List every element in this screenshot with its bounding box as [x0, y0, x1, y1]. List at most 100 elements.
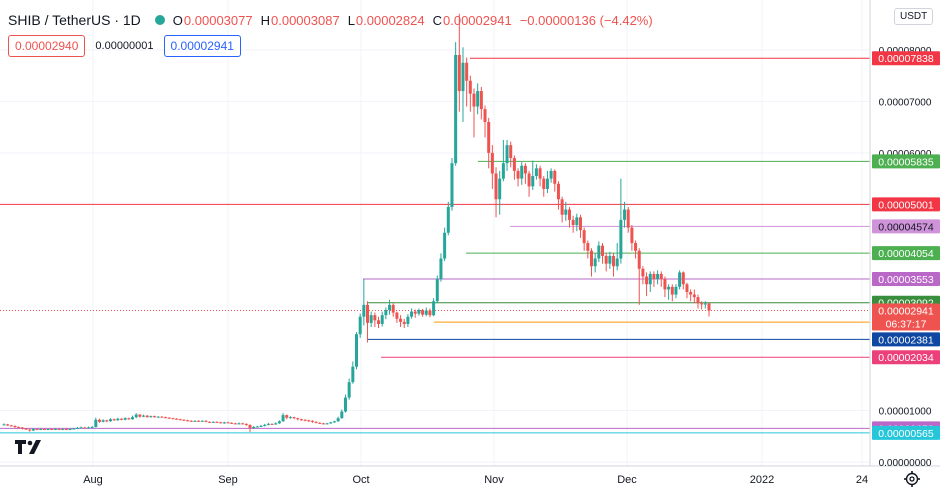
- candle: [94, 417, 98, 428]
- time-tick-label: 2022: [750, 474, 774, 486]
- price-level-label: 0.00002381: [872, 332, 940, 347]
- candle: [116, 417, 120, 421]
- candle: [292, 416, 296, 420]
- candle: [373, 312, 377, 328]
- candle: [259, 424, 263, 427]
- candle: [149, 415, 153, 418]
- candle: [391, 303, 395, 317]
- candle: [321, 422, 325, 425]
- candle: [57, 428, 61, 431]
- time-tick-label: 24: [856, 474, 868, 486]
- candle: [571, 215, 575, 233]
- candle: [142, 414, 146, 418]
- candle: [457, 13, 461, 112]
- candle: [160, 416, 164, 418]
- price-level-label: 0.00003553: [872, 271, 940, 286]
- candle: [222, 421, 226, 424]
- candle: [597, 241, 601, 263]
- candle: [556, 181, 560, 210]
- candle: [219, 421, 223, 424]
- candle: [623, 201, 627, 228]
- buy-button[interactable]: 0.00002941: [163, 35, 241, 57]
- candle: [252, 425, 256, 430]
- candle: [545, 170, 549, 194]
- candle: [501, 140, 505, 182]
- candle: [703, 301, 707, 309]
- candle: [189, 420, 193, 422]
- candle: [586, 240, 590, 259]
- price-level-label: 0.00005001: [872, 197, 940, 212]
- candle: [112, 418, 116, 421]
- candle: [241, 422, 245, 425]
- tradingview-logo-icon[interactable]: [14, 438, 44, 456]
- candle: [641, 266, 645, 285]
- candle: [575, 213, 579, 232]
- candle: [343, 394, 347, 413]
- candle: [538, 165, 542, 187]
- time-axis-ticks[interactable]: Aug Sep Oct Nov Dec 2022 24: [83, 474, 868, 486]
- candle: [648, 271, 652, 292]
- candle: [439, 253, 443, 282]
- candle: [542, 176, 546, 197]
- candle: [645, 272, 649, 297]
- trade-panel: 0.00002940 0.00000001 0.00002941: [8, 35, 241, 57]
- candle: [406, 314, 410, 328]
- candle: [17, 426, 21, 429]
- candle: [366, 301, 370, 343]
- candle: [523, 163, 527, 184]
- candle: [410, 308, 414, 319]
- svg-text:0.00002034: 0.00002034: [878, 352, 934, 364]
- candle: [248, 424, 252, 433]
- settings-gear-icon[interactable]: [904, 471, 920, 487]
- candle: [127, 417, 131, 420]
- svg-text:0.00004574: 0.00004574: [878, 221, 934, 233]
- candle: [560, 196, 564, 223]
- symbol-title[interactable]: SHIB / TetherUS · 1D: [8, 12, 141, 28]
- grid-lines: [0, 0, 870, 466]
- price-tick-label: 0.00000000: [879, 458, 932, 469]
- candle: [233, 422, 237, 425]
- candle: [255, 425, 259, 428]
- candle: [75, 426, 79, 430]
- candle: [567, 206, 571, 228]
- candle: [332, 420, 336, 423]
- candle: [553, 169, 557, 192]
- candle: [325, 422, 329, 425]
- candle: [351, 361, 355, 384]
- candle: [667, 284, 671, 300]
- price-level-label: 0.00004054: [872, 246, 940, 260]
- candle: [424, 307, 428, 317]
- candle: [516, 168, 520, 187]
- candle: [61, 428, 65, 431]
- open-key: O: [172, 12, 183, 28]
- price-level-label: 0.00007838: [872, 51, 940, 66]
- price-axis-bg[interactable]: [870, 0, 940, 491]
- market-status-icon: [154, 15, 165, 25]
- candle: [50, 428, 54, 431]
- candle: [156, 416, 160, 418]
- candle: [145, 415, 149, 418]
- candle: [377, 316, 381, 329]
- candle: [608, 251, 612, 269]
- low-key: L: [347, 12, 355, 28]
- candle: [399, 315, 403, 328]
- candle: [296, 417, 300, 421]
- close-value: 0.00002941: [443, 12, 512, 28]
- candle: [700, 301, 704, 310]
- candle: [685, 282, 689, 299]
- sell-button[interactable]: 0.00002940: [8, 35, 86, 57]
- candle: [299, 418, 303, 421]
- candle: [120, 418, 123, 421]
- open-value: 0.00003077: [183, 12, 253, 28]
- currency-button[interactable]: USDT: [894, 8, 934, 25]
- candle: [520, 162, 524, 185]
- candle: [9, 424, 13, 427]
- candle: [28, 429, 32, 432]
- high-key: H: [260, 12, 270, 28]
- time-tick-label: Dec: [617, 474, 637, 486]
- candle: [604, 253, 608, 272]
- candle: [531, 160, 535, 190]
- candle: [674, 284, 678, 299]
